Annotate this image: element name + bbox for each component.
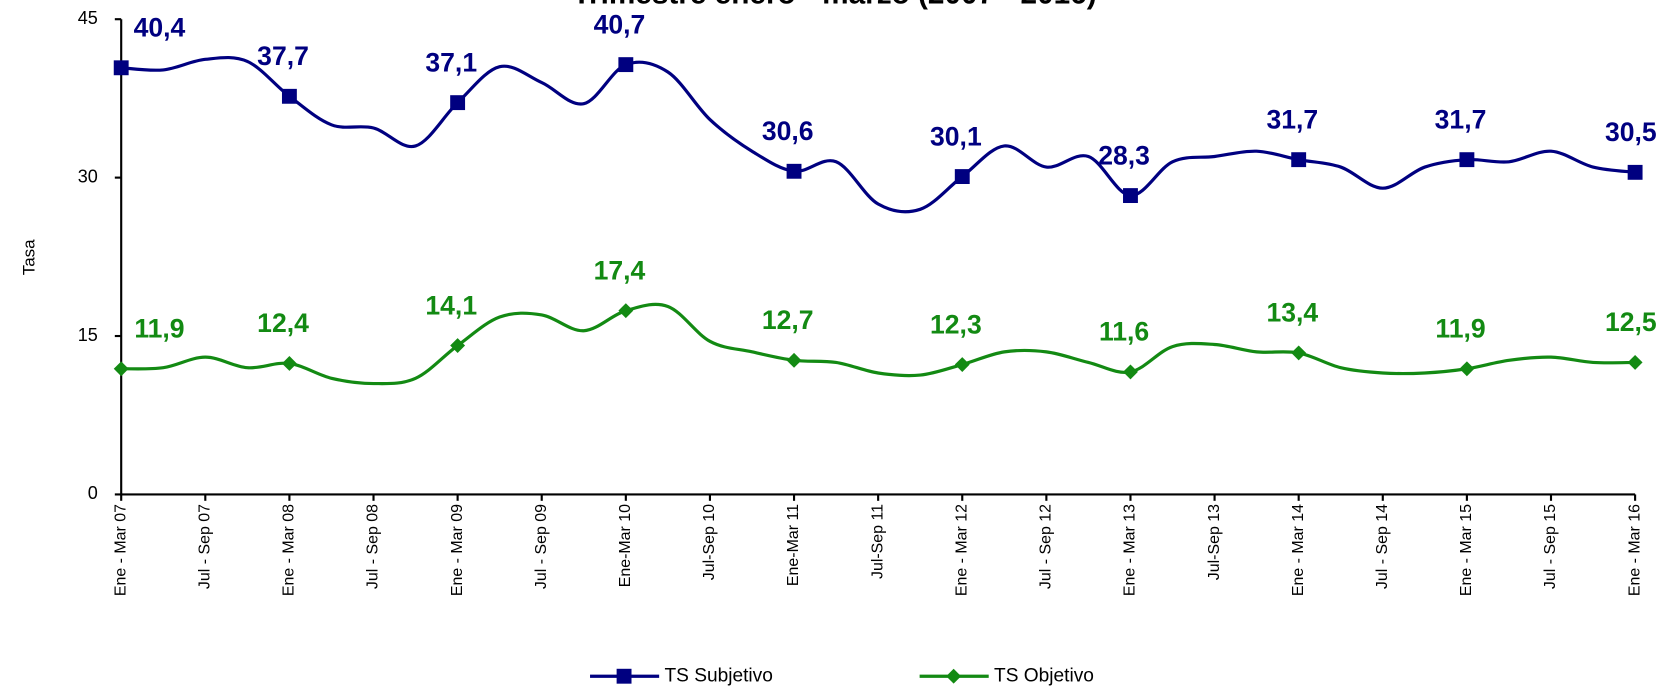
data-point — [1459, 361, 1475, 377]
data-point — [1291, 152, 1307, 168]
y-tick-label: 30 — [78, 166, 98, 186]
data-point — [113, 60, 129, 76]
data-label: 14,1 — [425, 290, 477, 320]
x-tick-label: Ene - Mar 13 — [1122, 504, 1139, 596]
x-tick-label: Jul-Sep 10 — [701, 504, 718, 580]
data-label: 30,5 — [1605, 117, 1657, 147]
chart-title: Trimestre enero - marzo (2007 - 2016) — [572, 0, 1096, 11]
data-point — [1291, 345, 1307, 361]
x-tick-label: Ene - Mar 09 — [449, 504, 466, 596]
x-tick-label: Jul - Sep 14 — [1374, 504, 1391, 589]
data-point — [1123, 188, 1138, 204]
x-tick-label: Jul - Sep 15 — [1542, 504, 1559, 589]
data-point — [1459, 152, 1475, 168]
data-point — [618, 303, 634, 319]
x-tick-label: Ene - Mar 07 — [112, 504, 129, 596]
data-point — [954, 169, 970, 185]
data-label: 30,6 — [762, 116, 814, 146]
y-tick-label: 0 — [88, 483, 98, 503]
data-label: 12,7 — [762, 305, 814, 335]
data-point — [954, 357, 970, 372]
data-label: 13,4 — [1266, 298, 1318, 328]
data-point — [281, 88, 297, 104]
x-tick-label: Jul - Sep 09 — [533, 504, 550, 589]
data-label: 12,3 — [930, 309, 982, 339]
x-tick-label: Ene - Mar 12 — [953, 504, 970, 596]
data-label: 37,1 — [425, 47, 477, 77]
data-point — [1627, 164, 1643, 180]
y-tick-label: 15 — [78, 325, 98, 345]
series-line — [121, 55, 1636, 214]
data-label: 12,4 — [257, 308, 309, 338]
data-point — [786, 352, 802, 368]
data-label: 11,6 — [1099, 317, 1149, 347]
y-tick-label: 45 — [78, 8, 98, 28]
x-tick-label: Jul - Sep 07 — [197, 504, 214, 589]
y-axis-label: Tasa — [19, 239, 38, 275]
data-label: 31,7 — [1435, 104, 1487, 134]
x-tick-label: Ene - Mar 15 — [1458, 504, 1475, 596]
data-label: 11,9 — [134, 314, 184, 344]
x-tick-label: Ene - Mar 16 — [1626, 504, 1643, 596]
legend-marker — [946, 668, 962, 684]
data-point — [113, 361, 129, 377]
data-label: 37,7 — [257, 41, 309, 71]
data-point — [450, 95, 466, 111]
x-tick-label: Jul - Sep 08 — [365, 504, 382, 589]
legend-label: TS Objetivo — [994, 665, 1094, 686]
data-point — [1123, 364, 1138, 380]
x-tick-label: Ene-Mar 10 — [617, 504, 634, 587]
data-label: 40,4 — [134, 13, 186, 43]
data-point — [1627, 354, 1643, 370]
x-tick-label: Ene-Mar 11 — [785, 504, 802, 586]
x-tick-label: Jul-Sep 13 — [1206, 504, 1223, 580]
data-label: 40,7 — [594, 9, 646, 39]
legend-label: TS Subjetivo — [664, 665, 772, 686]
series-line — [121, 302, 1636, 386]
legend-marker — [616, 668, 632, 684]
data-label: 28,3 — [1098, 140, 1150, 170]
data-point — [786, 163, 802, 179]
data-label: 17,4 — [594, 255, 646, 285]
x-tick-label: Ene - Mar 08 — [281, 504, 298, 596]
data-point — [618, 57, 634, 73]
data-point — [281, 356, 297, 371]
x-tick-label: Jul - Sep 12 — [1038, 504, 1055, 589]
data-label: 31,7 — [1266, 104, 1318, 134]
x-tick-label: Ene - Mar 14 — [1290, 504, 1307, 596]
x-tick-label: Jul-Sep 11 — [869, 504, 886, 579]
data-label: 30,1 — [930, 121, 982, 151]
data-label: 12,5 — [1605, 307, 1657, 337]
data-label: 11,9 — [1435, 314, 1485, 344]
